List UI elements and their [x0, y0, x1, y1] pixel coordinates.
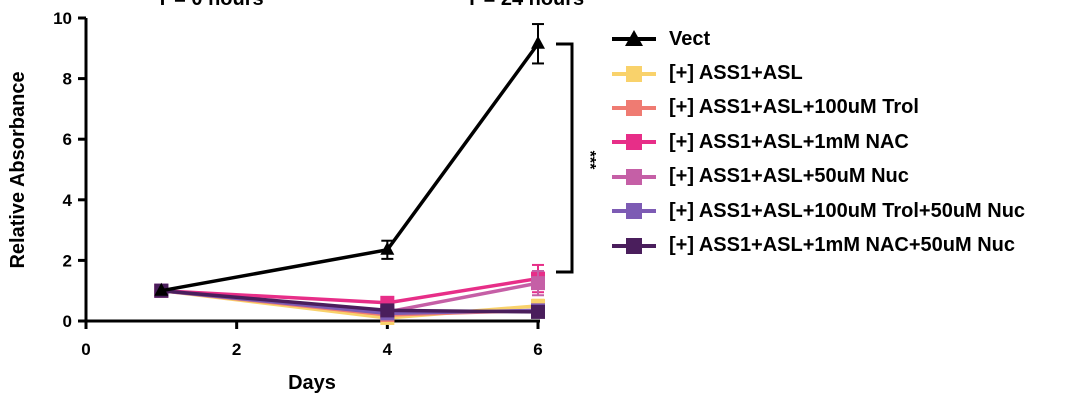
data-point — [531, 276, 545, 291]
series-1 — [154, 283, 545, 325]
data-point — [154, 282, 169, 296]
annotation-t24: T = 24 hours — [466, 0, 584, 10]
significance-stars: *** — [581, 151, 598, 170]
data-point — [380, 241, 395, 255]
legend-swatch — [612, 29, 656, 49]
legend-label: [+] ASS1+ASL+100uM Trol+50uM Nuc — [669, 199, 1026, 222]
legend-label: [+] ASS1+ASL+1mM NAC — [669, 130, 909, 153]
legend-item-nac: [+] ASS1+ASL+1mM NAC — [612, 125, 1072, 159]
annotation-t0: T = 0 hours — [156, 0, 263, 10]
line-chart: 0 2 4 6 8 10 0 2 4 6 T = 0 hours T = 24 hours Day… — [7, 0, 598, 394]
x-tick-label: 6 — [533, 340, 542, 359]
significance-bracket — [556, 42, 574, 274]
y-tick-label: 10 — [53, 9, 72, 28]
legend-swatch — [612, 98, 656, 118]
legend-label: [+] ASS1+ASL+1mM NAC+50uM Nuc — [669, 234, 1016, 257]
chart-axes: 0 2 4 6 8 10 0 2 4 6 — [53, 9, 543, 359]
chart-series — [154, 23, 545, 325]
series-3 — [154, 263, 545, 310]
legend-item-nuc: [+] ASS1+ASL+50uM Nuc — [612, 160, 1072, 194]
legend-swatch — [612, 132, 656, 152]
x-tick-label: 2 — [232, 340, 241, 359]
x-tick-label: 0 — [81, 340, 90, 359]
data-point — [531, 35, 545, 49]
y-axis-label: Relative Absorbance — [7, 71, 29, 268]
legend-swatch — [612, 64, 656, 84]
legend-label: Vect — [669, 27, 711, 50]
y-tick-label: 0 — [63, 312, 72, 331]
y-tick-label: 8 — [63, 70, 72, 89]
y-tick-label: 4 — [63, 191, 73, 210]
legend-label: [+] ASS1+ASL+100uM Trol — [669, 96, 919, 119]
legend-label: [+] ASS1+ASL+50uM Nuc — [669, 165, 909, 188]
legend-swatch — [612, 236, 656, 256]
y-tick-label: 6 — [63, 130, 72, 149]
legend-item-trol: [+] ASS1+ASL+100uM Trol — [612, 91, 1072, 125]
legend-swatch — [612, 201, 656, 221]
series-0 — [154, 23, 545, 296]
data-point — [380, 303, 395, 318]
legend-item-ass1-asl: [+] ASS1+ASL — [612, 56, 1072, 90]
legend-item-vect: Vect — [612, 22, 1072, 56]
legend-swatch — [612, 167, 656, 187]
legend-item-nac-nuc: [+] ASS1+ASL+1mM NAC+50uM Nuc — [612, 228, 1072, 262]
x-tick-label: 4 — [383, 340, 393, 359]
legend-label: [+] ASS1+ASL — [669, 62, 803, 85]
legend-item-trol-nuc: [+] ASS1+ASL+100uM Trol+50uM Nuc — [612, 194, 1072, 228]
chart-legend: Vect [+] ASS1+ASL [+] ASS1+ASL+100uM Tro… — [612, 22, 1072, 263]
series-2 — [154, 283, 545, 322]
x-axis-label: Days — [288, 372, 336, 394]
series-line — [161, 42, 540, 293]
data-point — [531, 304, 545, 319]
y-tick-label: 2 — [63, 251, 72, 270]
